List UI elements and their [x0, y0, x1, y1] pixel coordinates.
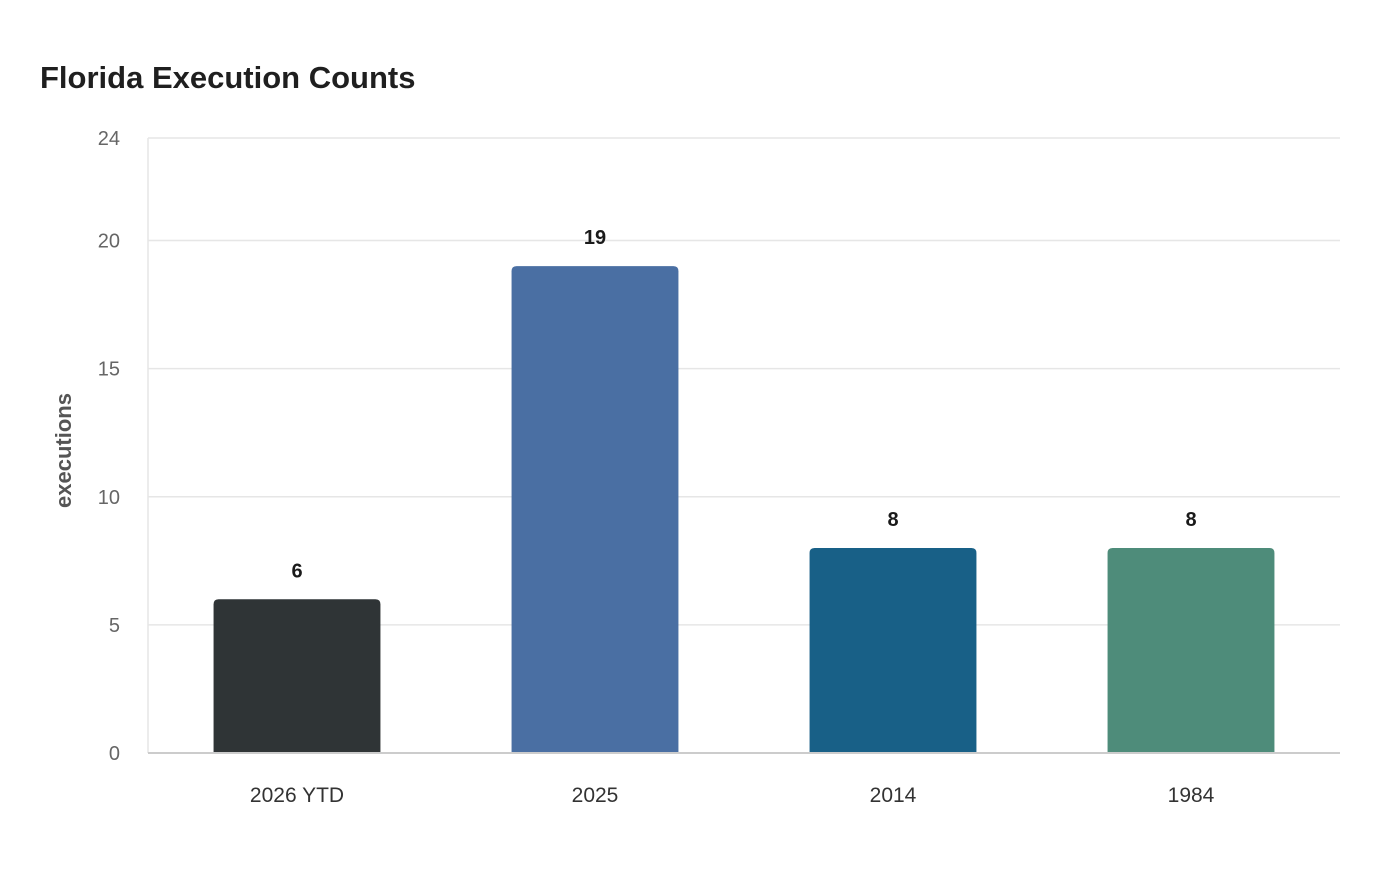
bar-value-label: 19: [584, 227, 606, 249]
y-tick-label: 5: [109, 615, 120, 637]
bar[interactable]: [1107, 548, 1275, 753]
y-tick-label: 20: [98, 231, 120, 253]
bar[interactable]: [809, 548, 977, 753]
bar[interactable]: [511, 266, 679, 753]
y-tick-label: 10: [98, 487, 120, 509]
bar[interactable]: [213, 599, 381, 753]
y-axis: 0 5 10 15 20 24: [98, 128, 149, 765]
bars: 6 19 8 8: [213, 227, 1275, 753]
bar-value-label: 8: [887, 509, 898, 531]
x-tick-label: 1984: [1168, 784, 1215, 807]
x-axis: 2026 YTD 2025 2014 1984: [148, 752, 1340, 807]
x-tick-label: 2025: [572, 784, 619, 807]
bar-value-label: 8: [1185, 509, 1196, 531]
x-tick-label: 2026 YTD: [250, 784, 344, 807]
y-tick-label: 0: [109, 743, 120, 765]
y-axis-title: executions: [51, 393, 76, 508]
x-tick-label: 2014: [870, 784, 917, 807]
chart-title: Florida Execution Counts: [40, 60, 416, 95]
y-tick-label: 15: [98, 359, 120, 381]
bar-value-label: 6: [291, 560, 302, 582]
y-tick-label: 24: [98, 128, 120, 150]
